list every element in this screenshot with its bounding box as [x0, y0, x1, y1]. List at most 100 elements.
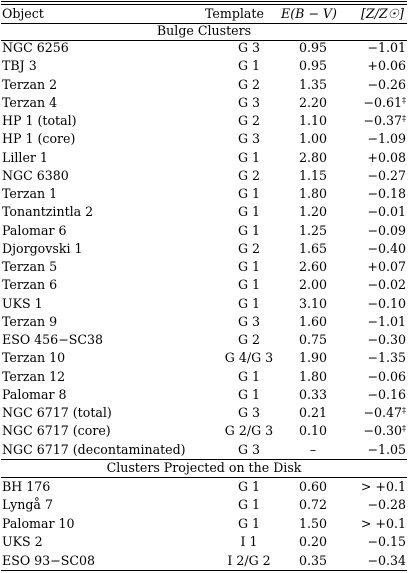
- cell-template: G 2: [237, 167, 261, 183]
- section-rule-disk-top: [1, 459, 407, 460]
- cell-ebv: 1.80: [298, 368, 328, 384]
- cell-object: TBJ 3: [2, 58, 37, 74]
- cell-object: Tonantzintla 2: [2, 204, 94, 220]
- metallicity-value: > +0.1: [360, 515, 406, 531]
- cell-metallicity: −1.01: [367, 38, 406, 57]
- metallicity-value: −1.01: [367, 40, 406, 55]
- cell-ebv: 0.72: [298, 497, 328, 513]
- table-row: UKS 1 G 1 3.10 −0.10: [0, 294, 408, 313]
- cell-metallicity: > +0.1: [361, 514, 406, 533]
- cell-ebv: 1.35: [298, 76, 328, 92]
- cell-ebv: 0.75: [298, 332, 328, 347]
- table-row: NGC 6717 (core) G 2/G 3 0.10 −0.30‡: [0, 421, 408, 440]
- cell-object: NGC 6717 (core): [2, 423, 111, 439]
- metallicity-value: −0.02: [367, 277, 406, 293]
- metallicity-value: −0.47: [363, 405, 402, 420]
- cell-metallicity: +0.08: [367, 148, 406, 167]
- cell-template: G 2/G 3: [224, 423, 274, 439]
- table-row: TBJ 3 G 1 0.95 +0.06: [0, 56, 408, 75]
- table-row: Terzan 1 G 1 1.80 −0.18: [0, 184, 408, 203]
- cell-template: G 3: [237, 405, 261, 420]
- header-rule: [1, 23, 407, 24]
- table-row: Tonantzintla 2 G 1 1.20 −0.01: [0, 202, 408, 221]
- header-metallicity: [Z/Z☉]: [361, 6, 404, 21]
- cell-metallicity: −0.30: [367, 330, 406, 349]
- cell-ebv: 1.80: [298, 186, 328, 201]
- metallicity-value: −0.16: [367, 386, 406, 402]
- cell-object: Terzan 1: [2, 186, 58, 201]
- metallicity-value: −0.15: [367, 534, 406, 550]
- cell-metallicity: −0.34: [367, 551, 406, 570]
- cell-metallicity: −0.01: [367, 202, 406, 221]
- cell-object: Djorgovski 1: [2, 240, 83, 256]
- cell-object: Terzan 5: [2, 259, 58, 274]
- cell-ebv: 0.95: [298, 40, 328, 55]
- metallicity-value: −0.01: [367, 204, 406, 220]
- header-row: Object Template E(B − V) [Z/Z☉]: [0, 4, 408, 23]
- footnote-mark: ‡: [402, 406, 406, 415]
- cell-object: Lyngå 7: [2, 497, 53, 513]
- table-row: HP 1 (core) G 3 1.00 −1.09: [0, 129, 408, 148]
- cell-metallicity: −0.06: [367, 367, 406, 386]
- table-row: Terzan 5 G 1 2.60 +0.07: [0, 257, 408, 276]
- table-row: HP 1 (total) G 2 1.10 −0.37‡: [0, 111, 408, 130]
- metallicity-value: −0.61: [363, 94, 402, 110]
- top-rule: [1, 1, 407, 2]
- cell-object: Terzan 9: [2, 313, 58, 329]
- metallicity-value: −1.05: [367, 441, 406, 457]
- cell-object: Liller 1: [2, 149, 48, 165]
- cell-template: G 2: [237, 113, 261, 128]
- table-row: Terzan 4 G 3 2.20 −0.61‡: [0, 93, 408, 112]
- metallicity-value: −0.09: [367, 222, 406, 238]
- cell-ebv: 0.21: [298, 405, 328, 420]
- cell-template: G 1: [237, 515, 261, 531]
- cell-template: G 4/G 3: [224, 350, 274, 366]
- table-row: Terzan 6 G 1 2.00 −0.02: [0, 275, 408, 294]
- cell-object: ESO 456−SC38: [2, 332, 104, 347]
- section-rule-disk-bottom: [1, 477, 407, 478]
- cell-metallicity: −0.47‡: [363, 403, 406, 422]
- cell-template: G 1: [237, 497, 261, 513]
- footnote-mark: ‡: [402, 114, 406, 123]
- metallicity-value: −1.35: [367, 350, 406, 366]
- cell-object: UKS 1: [2, 295, 43, 311]
- cell-template: G 1: [237, 149, 261, 165]
- cell-metallicity: −0.30‡: [363, 421, 406, 440]
- cell-object: BH 176: [2, 479, 51, 494]
- cell-ebv: 1.50: [298, 515, 328, 531]
- table-row: Terzan 9 G 3 1.60 −1.01: [0, 312, 408, 331]
- cell-template: G 3: [237, 313, 261, 329]
- cell-template: G 1: [237, 186, 261, 201]
- cell-ebv: 1.90: [298, 350, 328, 366]
- cell-object: NGC 6256: [2, 40, 69, 55]
- cell-metallicity: −1.09: [367, 129, 406, 148]
- table-row: Lyngå 7 G 1 0.72 −0.28: [0, 495, 408, 514]
- cell-ebv: 2.80: [298, 149, 328, 165]
- table-row: Terzan 2 G 2 1.35 −0.26: [0, 75, 408, 94]
- cell-ebv: 0.20: [298, 534, 328, 550]
- cell-ebv: –: [309, 441, 317, 457]
- table-row: Palomar 10 G 1 1.50 > +0.1: [0, 514, 408, 533]
- table-row: BH 176 G 1 0.60 > +0.1: [0, 477, 408, 496]
- cell-template: G 1: [237, 295, 261, 311]
- cell-metallicity: −0.09: [367, 221, 406, 240]
- cell-metallicity: −0.18: [367, 184, 406, 203]
- metallicity-value: −0.34: [367, 552, 406, 568]
- cell-object: NGC 6717 (total): [2, 405, 112, 420]
- cell-ebv: 0.60: [298, 479, 328, 494]
- metallicity-value: −0.40: [367, 240, 406, 256]
- cell-metallicity: −0.27: [367, 166, 406, 185]
- header-object: Object: [2, 6, 44, 21]
- cell-template: G 1: [237, 479, 261, 494]
- table-row: UKS 2 I 1 0.20 −0.15: [0, 532, 408, 551]
- cell-object: UKS 2: [2, 534, 43, 550]
- table-row: NGC 6717 (total) G 3 0.21 −0.47‡: [0, 403, 408, 422]
- table-row: ESO 93−SC08 I 2/G 2 0.35 −0.34: [0, 551, 408, 570]
- cell-object: HP 1 (core): [2, 131, 76, 147]
- cell-metallicity: −0.37‡: [363, 111, 406, 130]
- metallicity-value: −0.10: [367, 295, 406, 311]
- cell-object: HP 1 (total): [2, 113, 77, 128]
- cell-template: G 1: [237, 386, 261, 402]
- cell-object: Terzan 12: [2, 368, 66, 384]
